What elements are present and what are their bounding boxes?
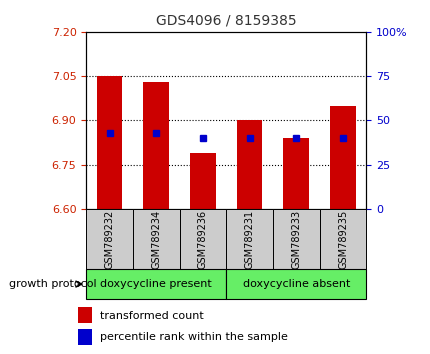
Text: doxycycline present: doxycycline present (100, 279, 212, 289)
Bar (143, 82, 169, 209)
Text: transformed count: transformed count (100, 310, 203, 321)
Bar (96, 76, 122, 209)
Text: doxycycline absent: doxycycline absent (242, 279, 349, 289)
Bar (86, 269, 226, 299)
Text: GSM789234: GSM789234 (151, 209, 161, 269)
Text: growth protocol: growth protocol (9, 279, 96, 289)
Bar (272, 209, 319, 269)
Text: GSM789235: GSM789235 (337, 209, 347, 269)
Text: GSM789232: GSM789232 (104, 209, 114, 269)
Bar (86, 209, 132, 269)
Text: GSM789233: GSM789233 (291, 209, 301, 269)
Bar (283, 138, 308, 209)
Bar (77, 307, 92, 324)
Bar (226, 269, 366, 299)
Text: percentile rank within the sample: percentile rank within the sample (100, 332, 287, 342)
Bar (179, 209, 226, 269)
Text: GSM789231: GSM789231 (244, 209, 254, 269)
Text: GSM789236: GSM789236 (197, 209, 207, 269)
Bar (319, 209, 366, 269)
Bar (132, 209, 179, 269)
Title: GDS4096 / 8159385: GDS4096 / 8159385 (156, 14, 296, 28)
Bar (329, 105, 355, 209)
Bar (236, 120, 262, 209)
Bar (77, 329, 92, 345)
Bar (190, 153, 215, 209)
Bar (226, 209, 272, 269)
